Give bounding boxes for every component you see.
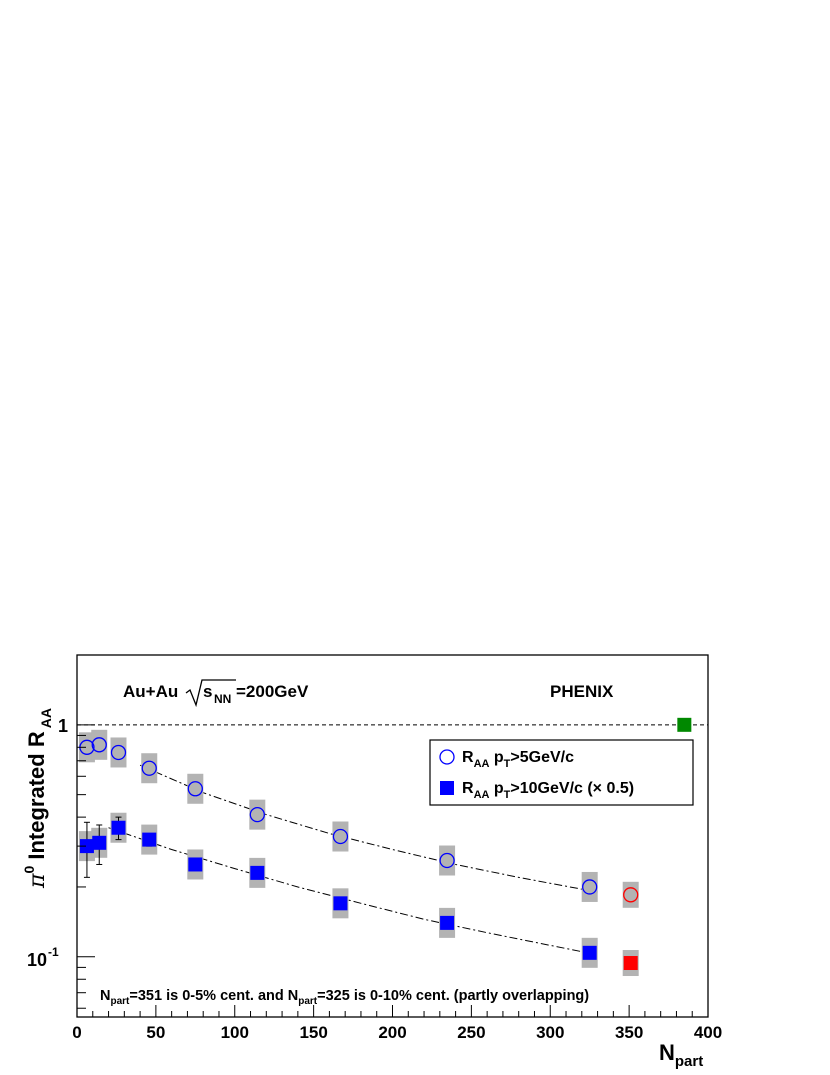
- legend-marker-open-circle: [439, 749, 455, 765]
- fit-curve: [108, 827, 598, 956]
- systematic-error-box: [249, 799, 266, 830]
- systematic-error-box: [141, 753, 158, 784]
- legend: RAA pT>5GeV/c RAA pT>10GeV/c (× 0.5): [429, 739, 694, 806]
- annotation-collision: Au+Au s NN =200GeV: [123, 679, 309, 708]
- data-point-square: [92, 835, 107, 850]
- y-label-main: Integrated R: [24, 731, 49, 866]
- legend-1-aa: AA: [474, 758, 490, 770]
- systematic-error-box: [622, 881, 639, 908]
- footnote-text2: =325 is 0-10% cent. (partly overlapping): [317, 988, 589, 1004]
- data-point-square: [250, 865, 265, 880]
- data-point-square: [677, 717, 692, 732]
- y-axis-label: π0 Integrated R AA: [21, 708, 54, 889]
- legend-2-rest: >10GeV/c (× 0.5): [510, 780, 634, 797]
- data-point-square: [188, 857, 203, 872]
- data-point-square: [79, 839, 94, 854]
- legend-marker-filled-square: [440, 781, 454, 795]
- legend-box: [429, 739, 694, 806]
- x-tick-label: 150: [299, 1023, 327, 1042]
- axes: 0 50 100 150 200 250 300 350 400 1 10 -1: [27, 654, 722, 1042]
- legend-1-r: R: [462, 749, 474, 766]
- systematic-error-box: [91, 729, 108, 760]
- x-label-main: N: [659, 1040, 675, 1065]
- data-point-circle: [582, 879, 598, 895]
- data-point-circle: [249, 806, 265, 823]
- data-point-circle: [332, 828, 349, 845]
- plot-frame: [76, 654, 709, 1018]
- legend-1-p: p: [489, 749, 503, 766]
- x-tick-label: 200: [378, 1023, 406, 1042]
- y-tick-label: -1: [48, 945, 59, 959]
- legend-2-aa: AA: [474, 789, 490, 801]
- y-tick-label: 10: [27, 950, 47, 970]
- x-tick-label: 400: [694, 1023, 722, 1042]
- data-point-square: [142, 832, 157, 847]
- annotation-au-au: Au+Au: [123, 682, 178, 701]
- systematic-error-box: [439, 845, 456, 876]
- annotation-energy: =200GeV: [236, 682, 309, 701]
- systematic-error-box: [78, 732, 95, 763]
- data-point-circle: [110, 744, 127, 761]
- annotation-phenix: PHENIX: [550, 682, 614, 701]
- annotation-s: s: [203, 682, 212, 701]
- data-point-circle: [187, 781, 203, 797]
- y-label-sup: 0: [21, 866, 37, 874]
- footnote-n1: N: [100, 988, 110, 1004]
- x-label-sub: part: [675, 1053, 703, 1070]
- legend-1-t: T: [504, 758, 511, 770]
- x-tick-label: 50: [146, 1023, 165, 1042]
- systematic-error-box: [581, 871, 598, 902]
- legend-2-r: R: [462, 780, 474, 797]
- data-point-square: [440, 915, 455, 930]
- x-tick-label: 250: [457, 1023, 485, 1042]
- footnote-sub1: part: [110, 996, 130, 1007]
- x-axis-label: Npart: [659, 1040, 703, 1070]
- data-marks: [78, 717, 692, 977]
- y-label-sub: AA: [38, 708, 54, 728]
- plot-background: [76, 654, 709, 1018]
- fit-curve: [139, 764, 598, 893]
- data-point-square: [111, 820, 126, 835]
- legend-2-p: p: [489, 780, 503, 797]
- x-tick-label: 300: [536, 1023, 564, 1042]
- data-point-circle: [141, 760, 157, 776]
- y-label-pi: π: [25, 873, 50, 889]
- fit-curves: [108, 764, 598, 956]
- data-point-circle: [623, 887, 639, 903]
- data-point-square: [333, 896, 348, 911]
- systematic-error-box: [332, 821, 349, 852]
- legend-entry-2: RAA pT>10GeV/c (× 0.5): [462, 780, 634, 801]
- x-tick-label: 0: [72, 1023, 81, 1042]
- data-point-circle: [91, 737, 107, 753]
- y-tick-label: 1: [58, 716, 68, 736]
- systematic-error-box: [187, 773, 204, 804]
- systematic-error-box: [110, 737, 127, 768]
- legend-1-rest: >5GeV/c: [510, 749, 574, 766]
- x-tick-label: 350: [615, 1023, 643, 1042]
- footnote: Npart=351 is 0-5% cent. and Npart=325 is…: [100, 988, 589, 1007]
- footnote-text1: =351 is 0-5% cent. and N: [129, 988, 298, 1004]
- data-point-square: [582, 945, 597, 960]
- sqrt-sign: [185, 679, 236, 708]
- legend-2-t: T: [504, 789, 511, 801]
- data-point-square: [623, 956, 638, 971]
- data-point-circle: [439, 852, 455, 869]
- footnote-sub2: part: [298, 996, 318, 1007]
- legend-entry-1: RAA pT>5GeV/c: [462, 749, 574, 770]
- annotation-nn: NN: [214, 692, 231, 706]
- x-tick-label: 100: [221, 1023, 249, 1042]
